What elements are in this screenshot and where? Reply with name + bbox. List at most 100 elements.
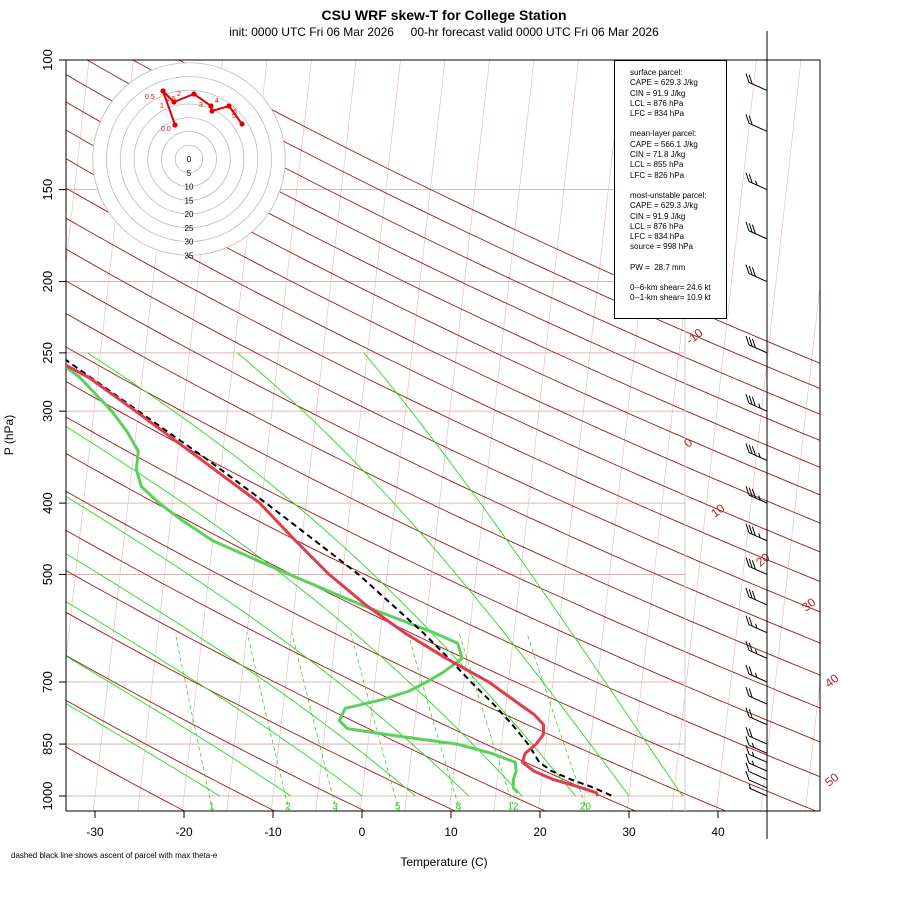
dry-adiabat-line: [66, 611, 456, 811]
info-heading: mean-layer parcel:: [630, 129, 697, 139]
mixing-ratio-line: [291, 632, 338, 811]
mixing-ratio-line: [407, 632, 461, 811]
moist-adiabat-line: [66, 426, 523, 797]
dry-adiabat-line: [66, 187, 820, 553]
temperature-trace: [66, 363, 600, 797]
dry-adiabat-line: [66, 453, 817, 811]
info-line: 0--6-km shear= 24.6 kt: [630, 283, 711, 293]
dry-adiabat-line: [132, 60, 820, 389]
isotherm-line: [448, 60, 535, 811]
isotherm-label: 30: [799, 595, 818, 614]
wind-barb: [745, 753, 768, 772]
hodograph-point: [172, 122, 178, 128]
wind-barb: [745, 770, 768, 789]
info-block: PW = 28.7 mm: [630, 263, 726, 273]
hodograph-ring: [161, 131, 217, 187]
footnote: dashed black line shows ascent of parcel…: [11, 851, 218, 860]
x-tick-label: 30: [622, 825, 636, 839]
dry-adiabat-line: [66, 699, 276, 811]
hodograph-ring-label: 35: [185, 251, 194, 260]
dry-adiabat-line: [66, 74, 820, 441]
isotherm-line: [537, 60, 624, 811]
dry-adiabat-line: [178, 60, 820, 364]
isotherm-label: 0: [681, 435, 695, 450]
wind-barb: [745, 335, 768, 354]
hodograph-ring-label: 20: [185, 210, 194, 219]
x-tick-label: -30: [86, 825, 104, 839]
info-line: LFC = 834 hPa: [630, 232, 685, 242]
y-tick-label: 400: [40, 492, 55, 514]
mixing-ratio-label: 20: [580, 801, 592, 812]
hodograph-point-label: 0.0: [161, 126, 171, 133]
wind-barb: [745, 523, 768, 542]
moist-adiabat-line: [66, 495, 470, 797]
dry-adiabat-line: [86, 60, 820, 415]
hodograph-ring: [106, 76, 272, 242]
dry-adiabat-line: [66, 280, 820, 644]
wind-barb: [745, 615, 768, 634]
wind-barb: [745, 172, 768, 191]
dry-adiabat-line: [66, 101, 820, 468]
isotherm-label: 40: [822, 671, 841, 690]
mixing-ratio-label: 2: [285, 801, 291, 812]
isotherm-line: [359, 60, 446, 811]
info-line: CIN = 91.9 J/kg: [630, 88, 686, 98]
y-tick-label: 150: [40, 179, 55, 201]
dry-adiabat-line: [66, 746, 186, 811]
mixing-ratio-line: [526, 632, 588, 811]
wind-barb: [745, 264, 768, 283]
hodograph-point: [160, 88, 166, 94]
wind-barb: [745, 686, 768, 705]
moist-adiabat-line: [66, 553, 416, 797]
x-tick-label: 40: [711, 825, 725, 839]
hodograph-point-label: 1: [160, 103, 164, 110]
hodograph-ring-label: 15: [185, 196, 194, 205]
parcel-trace: [66, 358, 612, 797]
dry-adiabat-line: [66, 490, 727, 811]
isotherm-line: [493, 60, 579, 811]
y-tick-label: 200: [40, 271, 55, 293]
y-tick-label: 250: [40, 342, 55, 364]
info-block: mean-layer parcel: CAPE = 566.1 J/kg CIN =…: [630, 129, 726, 180]
dry-adiabat-line: [66, 248, 820, 613]
info-line: PW = 28.7 mm: [630, 262, 686, 272]
y-tick-label: 100: [40, 49, 55, 71]
y-tick-label: 700: [40, 671, 55, 693]
hodograph-ring-label: 10: [185, 183, 194, 192]
wind-barb: [745, 587, 768, 606]
y-tick-label: 850: [40, 733, 55, 755]
moist-adiabat-line: [363, 352, 683, 797]
plot-frame: [65, 59, 821, 812]
mixing-ratio-line: [350, 632, 400, 811]
dewpoint-trace: [66, 365, 520, 794]
info-block: surface parcel: CAPE = 629.3 J/kg CIN = 91…: [630, 68, 726, 119]
info-heading: surface parcel:: [630, 68, 683, 77]
dry-adiabat-line: [66, 380, 820, 743]
mixing-ratio-label: 5: [395, 801, 401, 812]
hodograph-ring-label: 25: [185, 224, 194, 233]
hodograph-point-label: 0.5: [145, 94, 155, 101]
hodograph-point: [171, 99, 177, 105]
hodograph-ring: [92, 62, 286, 256]
isotherm-label: 20: [753, 550, 772, 569]
wind-barb: [748, 784, 768, 797]
info-line: CIN = 71.8 J/kg: [630, 150, 686, 160]
isotherm-line: [226, 60, 312, 811]
dry-adiabat-line: [66, 416, 820, 778]
info-line: CAPE = 629.3 J/kg: [630, 201, 698, 211]
y-tick-label: 1000: [40, 782, 55, 811]
x-tick-label: 10: [444, 825, 458, 839]
info-line: CAPE = 566.1 J/kg: [630, 139, 698, 149]
dry-adiabat-line: [66, 529, 637, 811]
hodograph-ring: [147, 117, 231, 201]
hodograph-point-label: 3: [199, 102, 203, 109]
isotherm-line: [66, 60, 90, 267]
mixing-ratio-label: 12: [508, 801, 520, 812]
y-axis-label: P (hPa): [2, 415, 16, 455]
moist-adiabat-line: [66, 703, 220, 797]
wind-barb: [745, 221, 768, 240]
wind-barb: [745, 726, 768, 745]
wind-barb: [745, 73, 768, 91]
info-line: LCL = 876 hPa: [630, 221, 684, 231]
